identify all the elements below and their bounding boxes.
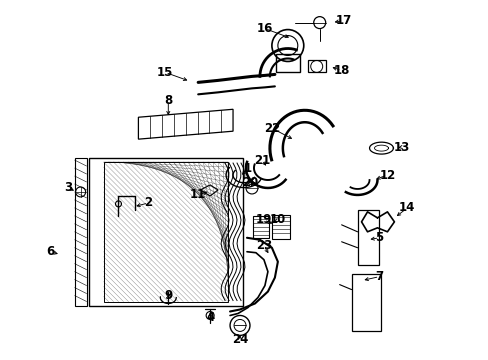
- Text: 6: 6: [46, 245, 55, 258]
- Text: 13: 13: [392, 141, 408, 154]
- Bar: [88, 158, 243, 306]
- Bar: [275, 54, 299, 72]
- Text: 5: 5: [375, 231, 383, 244]
- Bar: [307, 60, 325, 72]
- Text: 12: 12: [379, 168, 395, 181]
- Bar: [103, 162, 227, 302]
- Bar: [75, 158, 86, 306]
- Text: 11: 11: [190, 188, 206, 202]
- Text: 14: 14: [398, 201, 415, 215]
- Bar: [271, 215, 289, 239]
- Text: 1: 1: [244, 162, 251, 175]
- Text: 16: 16: [256, 22, 273, 35]
- Text: 9: 9: [164, 289, 172, 302]
- Text: 22: 22: [263, 122, 280, 135]
- Bar: [357, 210, 379, 265]
- Text: 17: 17: [335, 14, 351, 27]
- Text: 3: 3: [64, 181, 73, 194]
- Text: 18: 18: [333, 64, 349, 77]
- Text: 8: 8: [164, 94, 172, 107]
- Text: 4: 4: [205, 311, 214, 324]
- Text: 7: 7: [375, 270, 383, 283]
- Text: 23: 23: [255, 239, 271, 252]
- Text: 20: 20: [242, 176, 258, 189]
- Text: 19: 19: [255, 213, 271, 226]
- Text: 2: 2: [144, 197, 152, 210]
- Bar: [252, 216, 268, 238]
- Bar: [351, 274, 381, 332]
- Text: 24: 24: [231, 333, 248, 346]
- Text: 10: 10: [269, 213, 285, 226]
- Text: 15: 15: [157, 66, 173, 79]
- Text: 21: 21: [253, 154, 269, 167]
